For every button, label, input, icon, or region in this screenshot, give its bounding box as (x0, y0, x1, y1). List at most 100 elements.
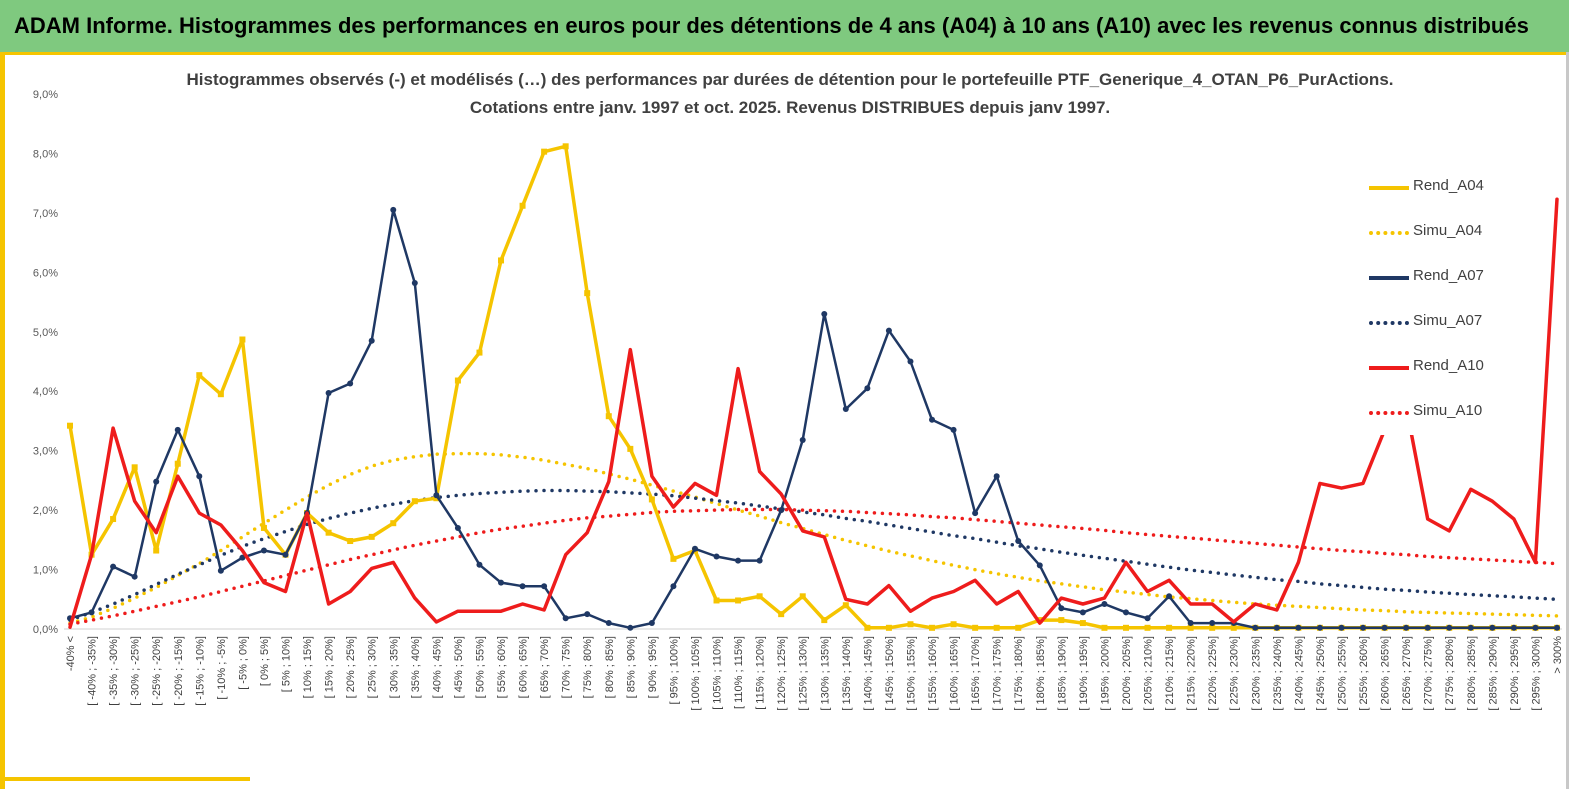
data-point-rend-a07 (1338, 624, 1345, 631)
data-point-rend-a04 (562, 143, 569, 150)
data-point-rend-a07 (541, 583, 548, 590)
data-point-rend-a04 (368, 533, 375, 540)
x-tick-label: [ 210% ; 215%] (1164, 636, 1176, 711)
data-point-rend-a07 (778, 507, 785, 514)
y-tick-label: 2,0% (33, 505, 58, 517)
series-line-simu-a04 (68, 451, 1559, 625)
data-point-rend-a04 (950, 621, 957, 628)
x-tick-label: [ 130% ; 135%] (819, 636, 831, 711)
data-point-rend-a07 (1273, 624, 1280, 631)
data-point-rend-a07 (1467, 624, 1474, 631)
x-tick-label: [ -20% ; -15%] (173, 636, 185, 706)
x-tick-label: [ 235% ; 240%] (1272, 636, 1284, 711)
y-tick-label: 1,0% (33, 565, 58, 577)
data-point-rend-a04 (67, 422, 73, 429)
x-tick-label: [ 30% ; 35%] (388, 636, 400, 698)
x-tick-label: [ 195% ; 200%] (1099, 636, 1111, 711)
data-point-rend-a07 (347, 380, 354, 387)
x-tick-label: [ 45% ; 50%] (453, 636, 465, 698)
data-point-rend-a07 (131, 573, 138, 580)
data-point-rend-a07 (756, 557, 763, 564)
data-point-rend-a07 (864, 385, 871, 392)
data-point-rend-a07 (239, 554, 246, 561)
data-point-rend-a07 (110, 563, 117, 570)
data-point-rend-a07 (88, 609, 95, 616)
data-point-rend-a07 (1058, 605, 1065, 612)
data-point-rend-a07 (1036, 562, 1043, 569)
legend-swatch (1369, 321, 1409, 325)
x-tick-label: [ 270% ; 275%] (1423, 636, 1435, 711)
data-point-rend-a04 (1015, 624, 1022, 631)
x-tick-label: [ 110% ; 115%] (733, 636, 745, 709)
x-tick-label: [ -5% ; 0%] (237, 636, 249, 690)
data-point-rend-a07 (411, 280, 418, 287)
x-tick-label: [ 70% ; 75%] (561, 636, 573, 698)
y-tick-label: 9,0% (33, 89, 58, 101)
y-tick-label: 0,0% (33, 624, 58, 636)
data-point-rend-a04 (821, 617, 828, 624)
legend-item-rend-a10: Rend_A10 (1355, 357, 1505, 377)
data-point-rend-a07 (390, 206, 397, 213)
data-point-rend-a04 (584, 290, 591, 297)
data-point-rend-a07 (1187, 620, 1194, 627)
data-point-rend-a07 (950, 426, 957, 433)
x-tick-label: [ 185% ; 190%] (1056, 636, 1068, 711)
x-tick-label: [ 205% ; 210%] (1143, 636, 1155, 711)
chart-title-line2: Cotations entre janv. 1997 et oct. 2025.… (469, 98, 1111, 117)
data-point-rend-a07 (498, 579, 505, 586)
x-tick-label: [ 85% ; 90%] (625, 636, 637, 698)
data-point-rend-a07 (1360, 624, 1367, 631)
data-point-rend-a07 (1381, 624, 1388, 631)
data-point-rend-a04 (454, 377, 461, 384)
x-tick-label: [ 150% ; 155%] (905, 636, 917, 711)
data-point-rend-a04 (217, 391, 224, 398)
legend-item-simu-a10: Simu_A10 (1355, 402, 1505, 422)
data-point-rend-a04 (842, 602, 849, 609)
x-tick-label: [ 100% ; 105%] (690, 636, 702, 711)
x-tick-label: [ 180% ; 185%] (1035, 636, 1047, 711)
y-tick-label: 7,0% (33, 208, 58, 220)
x-tick-label: [ 90% ; 95%] (647, 636, 659, 698)
data-point-rend-a04 (239, 336, 246, 343)
data-point-rend-a07 (1079, 609, 1086, 616)
x-tick-label: [ 20% ; 25%] (345, 636, 357, 698)
x-tick-label: [ 285% ; 290%] (1487, 636, 1499, 711)
x-tick-label: [ -35% ; -30%] (108, 636, 120, 706)
data-point-rend-a04 (1187, 624, 1194, 631)
x-tick-label: [ 125% ; 130%] (798, 636, 810, 711)
data-point-rend-a07 (196, 473, 203, 480)
data-point-rend-a07 (584, 611, 591, 618)
data-point-rend-a04 (670, 555, 677, 562)
frame-right-border (1566, 52, 1569, 789)
data-point-rend-a04 (735, 597, 742, 604)
x-tick-label: [ 225% ; 230%] (1229, 636, 1241, 711)
data-point-rend-a07 (1295, 624, 1302, 631)
data-point-rend-a07 (1510, 624, 1517, 631)
data-point-rend-a04 (541, 148, 548, 155)
x-tick-label: [ -15% ; -10%] (194, 636, 206, 706)
x-tick-label: [ 160% ; 165%] (949, 636, 961, 711)
data-point-rend-a04 (347, 538, 354, 545)
data-point-rend-a04 (799, 593, 806, 600)
legend-swatch (1369, 186, 1409, 190)
x-tick-label: [ 245% ; 250%] (1315, 636, 1327, 711)
legend-label: Simu_A07 (1413, 312, 1483, 329)
data-point-rend-a04 (1079, 620, 1086, 627)
x-tick-label: [ 95% ; 100%] (668, 636, 680, 705)
data-point-rend-a07 (282, 551, 289, 558)
header-banner: ADAM Informe. Histogrammes des performan… (0, 0, 1569, 52)
x-tick-label: [ 25% ; 30%] (367, 636, 379, 698)
x-tick-label: [ 170% ; 175%] (992, 636, 1004, 711)
x-tick-label: [ 230% ; 235%] (1250, 636, 1262, 711)
y-tick-label: 6,0% (33, 267, 58, 279)
data-point-rend-a04 (519, 202, 526, 209)
x-tick-label: [ 140% ; 145%] (862, 636, 874, 711)
data-point-rend-a07 (217, 567, 224, 574)
data-point-rend-a07 (670, 583, 677, 590)
data-point-rend-a04 (648, 496, 655, 503)
legend-swatch (1369, 366, 1409, 370)
data-point-rend-a04 (885, 624, 892, 631)
data-point-rend-a04 (1058, 617, 1065, 624)
data-point-rend-a04 (325, 529, 332, 536)
